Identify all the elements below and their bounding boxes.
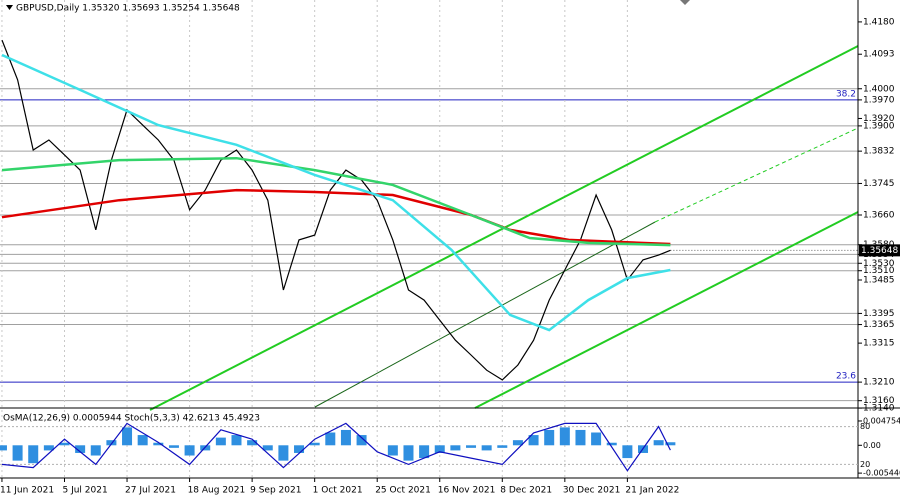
osma-bar <box>12 445 23 461</box>
price-line <box>1 39 671 381</box>
y-tick-label: 1.3395 <box>863 309 895 319</box>
osma-bar <box>481 445 492 451</box>
osma-bar <box>75 445 86 453</box>
osma-bar <box>106 440 117 446</box>
osma-bar <box>606 442 617 446</box>
x-tick-label: 5 Jul 2021 <box>62 486 107 496</box>
y-tick-label: 1.3315 <box>863 339 895 349</box>
last-price-tag <box>859 244 900 257</box>
osma-bar <box>403 445 414 461</box>
osma-bar <box>387 445 398 456</box>
x-tick-label: 8 Dec 2021 <box>500 486 552 496</box>
moving-average <box>1 188 671 246</box>
osma-bar <box>262 445 273 451</box>
fib-label: 23.6 <box>836 372 856 382</box>
osma-bar <box>231 435 242 446</box>
stoch-level-label: 20 <box>860 460 870 469</box>
x-tick-label: 21 Jan 2022 <box>625 486 679 496</box>
stoch-level-label: 80 <box>860 422 870 431</box>
osma-bar <box>168 445 179 448</box>
y-tick-label: 1.3660 <box>863 211 895 221</box>
y-tick-label: 1.3920 <box>863 114 895 124</box>
chart-title: GBPUSD,Daily 1.35320 1.35693 1.35254 1.3… <box>16 4 240 14</box>
y-tick-label: 1.3510 <box>863 266 895 276</box>
osma-bar <box>622 445 633 459</box>
osma-bar <box>294 445 305 453</box>
y-tick-label: 1.3160 <box>863 396 895 406</box>
x-tick-label: 30 Dec 2021 <box>563 486 621 496</box>
osma-bar <box>325 432 336 446</box>
y-tick-label: 1.4000 <box>863 84 895 94</box>
osma-bar <box>247 440 258 446</box>
osma-bar <box>653 440 664 446</box>
osma-bar <box>340 429 351 446</box>
channel-line <box>474 211 859 409</box>
x-tick-label: 1 Oct 2021 <box>313 486 363 496</box>
osma-bar <box>559 427 570 446</box>
osma-bar <box>28 445 39 464</box>
osma-bar <box>544 429 555 446</box>
indicator-title: OsMA(12,26,9) 0.0005944 Stoch(5,3,3) 42.… <box>3 414 260 424</box>
osc-tick-label: 0.0047541 <box>863 416 900 425</box>
y-tick-label: 1.3365 <box>863 320 895 330</box>
osma-bar <box>137 435 148 446</box>
osma-bar <box>497 445 508 448</box>
trend-line <box>314 221 656 408</box>
osma-bar <box>528 435 539 446</box>
osma-bar <box>356 435 367 446</box>
osma-bar <box>184 445 195 456</box>
y-tick-label: 1.3832 <box>863 147 895 157</box>
osc-tick-label: 0.00 <box>863 441 881 450</box>
y-tick-label: 1.4180 <box>863 17 895 27</box>
y-tick-label: 1.3745 <box>863 179 895 189</box>
moving-average <box>1 156 671 247</box>
fib-label: 38.2 <box>836 89 856 99</box>
osma-bar <box>90 445 101 456</box>
osma-bar <box>512 440 523 446</box>
y-tick-label: 1.3970 <box>863 95 895 105</box>
x-tick-label: 16 Nov 2021 <box>438 486 496 496</box>
trend-line <box>654 127 859 223</box>
y-tick-label: 1.3900 <box>863 121 895 131</box>
symbol-arrow <box>6 5 13 10</box>
osma-bar <box>278 445 289 461</box>
osma-bar <box>450 445 461 451</box>
osma-bar <box>575 429 586 446</box>
y-tick-label: 1.4093 <box>863 50 895 60</box>
osma-bar <box>215 437 226 446</box>
y-tick-label: 1.3210 <box>863 378 895 388</box>
x-tick-label: 18 Aug 2021 <box>188 486 246 496</box>
osma-bar <box>419 445 430 459</box>
osma-bar <box>591 432 602 446</box>
osma-bar <box>59 442 70 446</box>
osma-bar <box>153 442 164 446</box>
scroll-marker <box>680 0 690 5</box>
osma-bar <box>43 445 54 451</box>
moving-average <box>1 53 671 332</box>
osma-bar <box>122 427 133 446</box>
x-tick-label: 9 Sep 2021 <box>250 486 301 496</box>
y-tick-label: 1.3530 <box>863 259 895 269</box>
x-tick-label: 11 Jun 2021 <box>0 486 54 496</box>
x-tick-label: 27 Jul 2021 <box>125 486 176 496</box>
osma-bar <box>434 445 445 453</box>
osma-bar <box>466 445 477 448</box>
osma-bar <box>0 445 7 451</box>
osma-bar <box>309 442 320 446</box>
x-tick-label: 25 Oct 2021 <box>375 486 431 496</box>
osma-bar <box>665 442 676 446</box>
stoch-line <box>1 422 671 472</box>
osc-tick-label: -0.0054400 <box>863 469 900 478</box>
y-tick-label: 1.3140 <box>863 404 895 414</box>
y-tick-label: 1.3485 <box>863 275 895 285</box>
last-price-label: 1.35648 <box>861 246 898 256</box>
